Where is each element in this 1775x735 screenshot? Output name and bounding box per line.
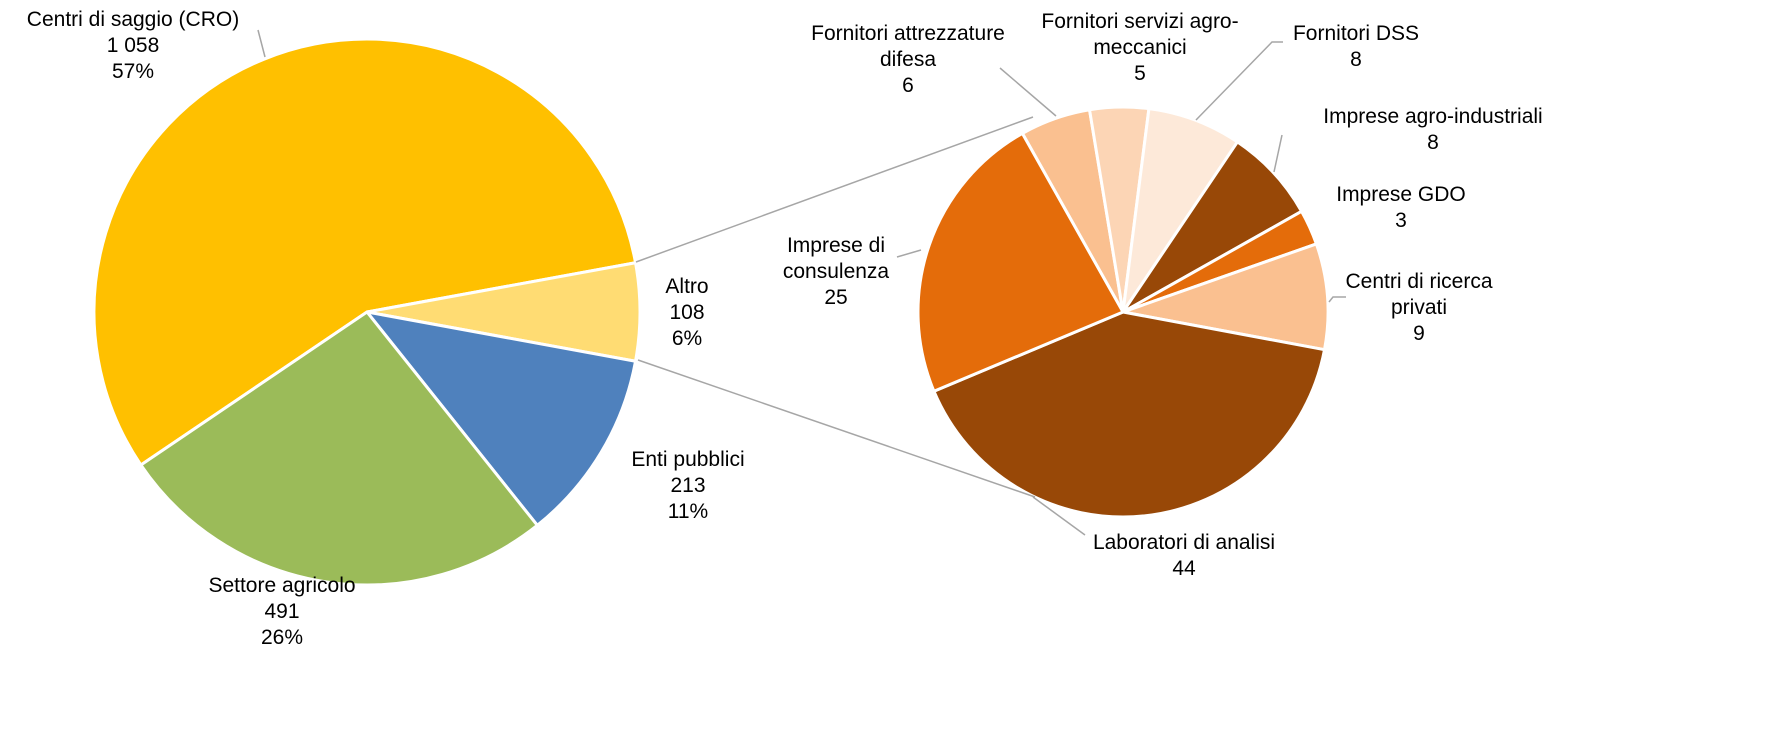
percent-label: 57%: [111, 60, 155, 83]
slice-label: Centri di saggio (CRO) 1 058 57%: [0, 7, 273, 85]
slice-label: Fornitori DSS 8: [1256, 21, 1456, 73]
value-label: 5: [1134, 62, 1146, 85]
leader-line: [257, 29, 266, 58]
value-label: 9: [1413, 322, 1425, 345]
category-label: Centri di saggio (CRO): [26, 8, 240, 31]
connector-line: [637, 359, 1036, 498]
pie-slice: [139, 310, 539, 587]
value-label: 491: [264, 600, 300, 623]
slice-label: Settore agricolo 491 26%: [182, 573, 382, 651]
leader-line: [999, 67, 1057, 117]
category-label: Fornitori DSS: [1292, 22, 1420, 45]
category-label: Centri di ricerca privati: [1345, 270, 1493, 319]
slice-label: Imprese GDO 3: [1311, 182, 1491, 234]
leader-line: [896, 249, 922, 258]
category-label: Laboratori di analisi: [1092, 531, 1276, 554]
leader-line: [1328, 296, 1346, 303]
value-label: 44: [1172, 557, 1196, 580]
slice-label: Imprese agro-industriali 8: [1298, 104, 1568, 156]
value-label: 8: [1350, 48, 1362, 71]
connector-line: [635, 116, 1034, 263]
category-label: Imprese agro-industriali: [1323, 105, 1543, 128]
pie-slice: [92, 37, 638, 467]
category-label: Altro: [665, 275, 709, 298]
value-label: 1 058: [106, 34, 160, 57]
category-label: Imprese GDO: [1336, 183, 1466, 206]
category-label: Enti pubblici: [631, 448, 745, 471]
connectors: [257, 29, 1346, 536]
percent-label: 11%: [667, 500, 709, 523]
pie-slice: [916, 131, 1125, 393]
percent-label: 6%: [671, 327, 703, 350]
slice-label: Enti pubblici 213 11%: [613, 447, 763, 525]
slice-label: Fornitori servizi agro-meccanici 5: [1018, 9, 1263, 87]
leader-line: [1195, 41, 1283, 121]
percent-label: 26%: [260, 626, 304, 649]
slice-label: Centri di ricerca privati 9: [1339, 269, 1499, 347]
value-label: 213: [670, 474, 706, 497]
category-label: Fornitori servizi agro-meccanici: [1041, 10, 1239, 59]
value-label: 6: [902, 74, 914, 97]
category-label: Fornitori attrezzature difesa: [811, 22, 1005, 71]
pie-slice: [365, 310, 638, 527]
value-label: 25: [824, 286, 848, 309]
slice-label: Fornitori attrezzature difesa 6: [788, 21, 1028, 99]
slice-label: Imprese di consulenza 25: [771, 233, 901, 311]
pie-slice: [932, 310, 1326, 519]
pie-slice: [1121, 242, 1330, 352]
slice-label: Altro 108 6%: [612, 274, 762, 352]
leader-line: [1032, 496, 1086, 536]
category-label: Imprese di consulenza: [782, 234, 890, 283]
leader-line: [1273, 134, 1283, 173]
slice-label: Laboratori di analisi 44: [1054, 530, 1314, 582]
value-label: 108: [669, 301, 705, 324]
value-label: 3: [1395, 209, 1407, 232]
value-label: 8: [1427, 131, 1439, 154]
category-label: Settore agricolo: [208, 574, 356, 597]
